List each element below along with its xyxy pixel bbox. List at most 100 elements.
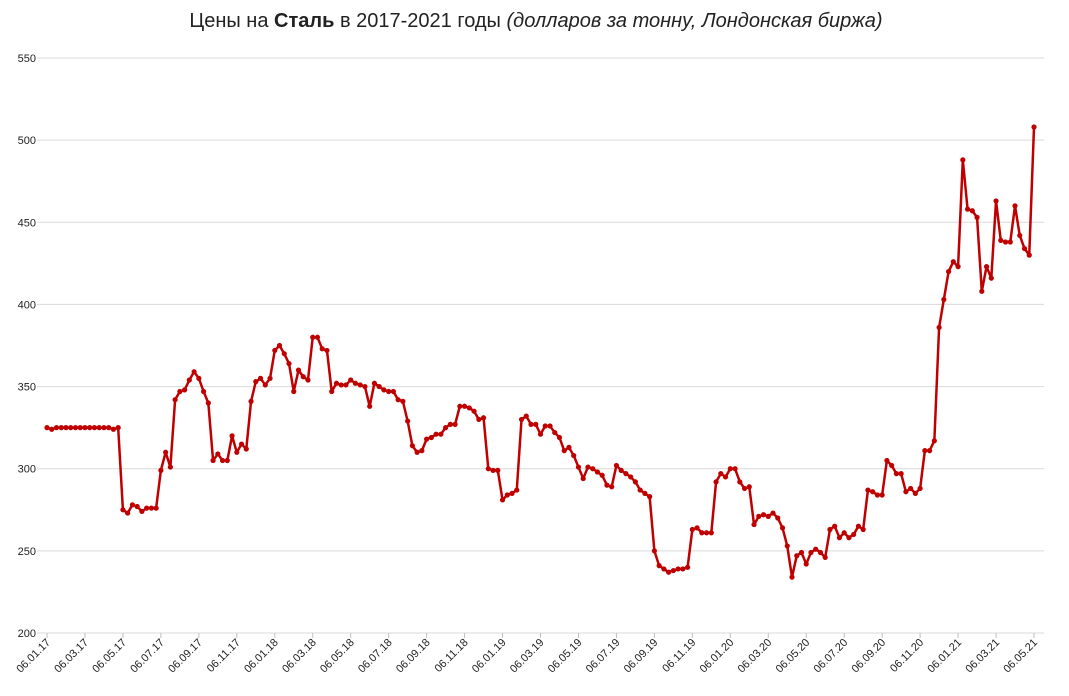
data-point [295,367,302,373]
data-point [998,237,1004,243]
data-point [390,388,396,395]
data-point [666,569,672,575]
x-tick-label: 06.01.17 [14,637,53,676]
data-point [950,259,956,265]
data-point [685,564,691,570]
data-point [106,425,112,431]
data-point [452,421,458,427]
data-point [884,457,890,464]
data-point [357,382,363,388]
data-point [533,421,539,427]
x-tick-label: 06.05.19 [546,637,585,676]
data-point [509,490,515,496]
data-point [53,425,60,431]
data-point [713,479,719,485]
data-point [775,515,781,521]
x-tick-label: 06.05.21 [1001,637,1040,676]
data-point [219,457,226,464]
data-point [343,382,349,388]
data-point [756,513,762,519]
x-tick-label: 06.01.19 [470,637,509,676]
data-point [936,324,942,331]
data-point [172,397,178,403]
x-tick-label: 06.11.19 [660,637,698,675]
data-point [870,489,876,495]
data-point [751,521,757,528]
data-point [689,526,695,533]
data-point [623,471,629,477]
data-point [974,214,980,220]
x-tick-label: 06.11.17 [205,637,243,675]
data-point [504,492,510,498]
data-point [144,505,150,511]
data-point [139,508,145,515]
data-point [210,457,216,464]
data-point [983,264,990,270]
data-point [817,549,824,556]
data-point [979,288,985,294]
data-point [72,425,79,431]
data-point [993,198,999,204]
x-tick-label: 06.03.21 [963,637,1002,676]
data-point [927,448,933,454]
data-point [1007,239,1013,245]
data-point [599,472,605,478]
data-point [196,375,202,381]
data-point [110,426,117,432]
data-point [120,507,126,513]
y-tick-label: 550 [18,53,36,65]
data-point [547,423,553,429]
data-point [82,425,88,431]
data-point [647,494,653,500]
data-point [988,275,994,281]
data-point [537,431,544,437]
data-point [523,413,529,419]
data-point [846,535,852,541]
data-point [338,382,344,388]
title-text: в 2017-2021 годы [334,10,506,32]
data-point [803,561,809,567]
data-point [722,474,729,480]
x-tick-label: 06.07.17 [128,637,167,676]
data-point [148,505,154,511]
data-point [229,433,235,439]
x-tick-label: 06.07.20 [812,637,851,676]
data-point [969,208,975,214]
data-point [253,379,259,385]
data-point [68,425,74,431]
data-point [77,425,83,431]
data-point [63,425,69,431]
x-tick-label: 06.09.20 [850,637,889,676]
data-point [433,431,439,437]
data-point [628,474,634,480]
data-point [889,462,895,469]
data-point [281,351,287,357]
data-point [874,492,881,498]
data-point [964,206,971,212]
data-point [457,403,463,409]
data-point [200,388,207,395]
data-point [832,523,838,529]
data-point [661,566,667,572]
data-point [580,475,586,482]
data-point [922,448,928,454]
x-tick-label: 06.01.21 [925,637,964,676]
data-point [585,464,591,470]
data-point [737,479,743,485]
data-point [466,405,472,411]
data-point [438,431,444,437]
data-point [855,523,862,529]
data-point [518,416,525,423]
data-point [44,425,50,431]
data-point [395,397,401,403]
data-point [153,505,159,511]
data-point [115,425,121,431]
data-point [134,503,140,510]
data-point [461,403,468,409]
x-tick-label: 06.05.17 [90,637,129,676]
data-point [637,487,643,493]
data-point [908,485,914,492]
title-text: Цены на [189,10,274,32]
data-point [822,554,828,561]
